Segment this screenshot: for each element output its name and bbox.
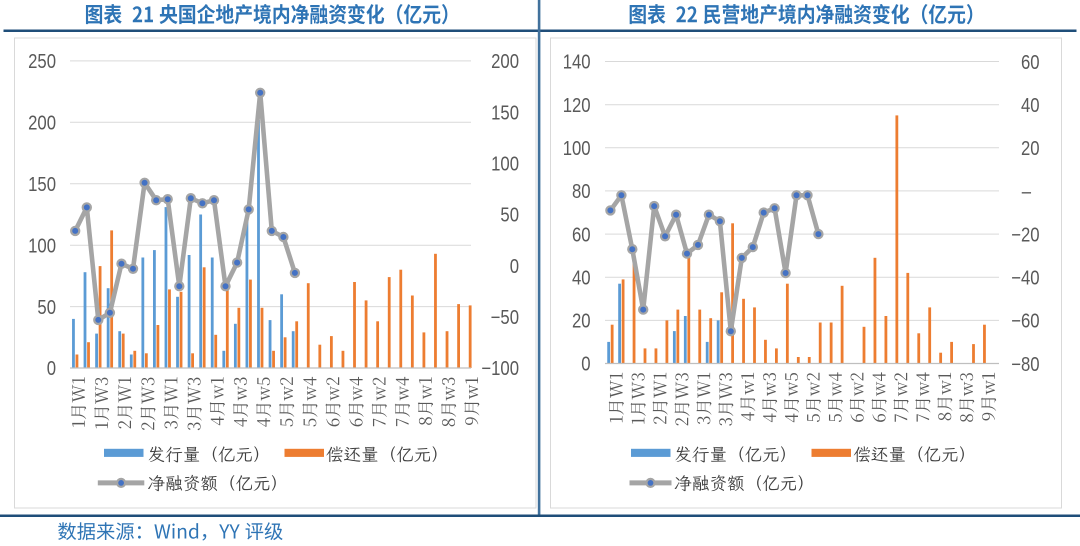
svg-text:50: 50 bbox=[500, 203, 519, 226]
svg-text:40: 40 bbox=[572, 266, 591, 289]
svg-text:100: 100 bbox=[28, 234, 56, 257]
svg-text:120: 120 bbox=[563, 93, 591, 116]
svg-text:200: 200 bbox=[491, 50, 519, 73]
svg-text:150: 150 bbox=[28, 173, 56, 196]
svg-text:50: 50 bbox=[37, 295, 56, 318]
svg-text:−100: −100 bbox=[481, 357, 519, 380]
svg-text:100: 100 bbox=[563, 137, 591, 160]
svg-text:0: 0 bbox=[510, 254, 519, 277]
svg-text:−80: −80 bbox=[1011, 352, 1039, 375]
svg-text:150: 150 bbox=[491, 101, 519, 124]
svg-text:−40: −40 bbox=[1011, 266, 1039, 289]
svg-text:140: 140 bbox=[563, 50, 591, 73]
svg-text:200: 200 bbox=[28, 111, 56, 134]
svg-text:0: 0 bbox=[47, 357, 56, 380]
svg-text:0: 0 bbox=[581, 352, 590, 375]
svg-text:250: 250 bbox=[28, 50, 56, 73]
svg-text:60: 60 bbox=[1021, 50, 1040, 73]
svg-text:60: 60 bbox=[572, 223, 591, 246]
svg-text:−50: −50 bbox=[491, 306, 519, 329]
svg-text:100: 100 bbox=[491, 152, 519, 175]
svg-text:20: 20 bbox=[1021, 137, 1040, 160]
svg-text:−20: −20 bbox=[1011, 223, 1039, 246]
svg-text:–: – bbox=[1022, 180, 1032, 203]
svg-text:20: 20 bbox=[572, 309, 591, 332]
svg-text:40: 40 bbox=[1021, 93, 1040, 116]
svg-text:80: 80 bbox=[572, 180, 591, 203]
svg-text:−60: −60 bbox=[1011, 309, 1039, 332]
